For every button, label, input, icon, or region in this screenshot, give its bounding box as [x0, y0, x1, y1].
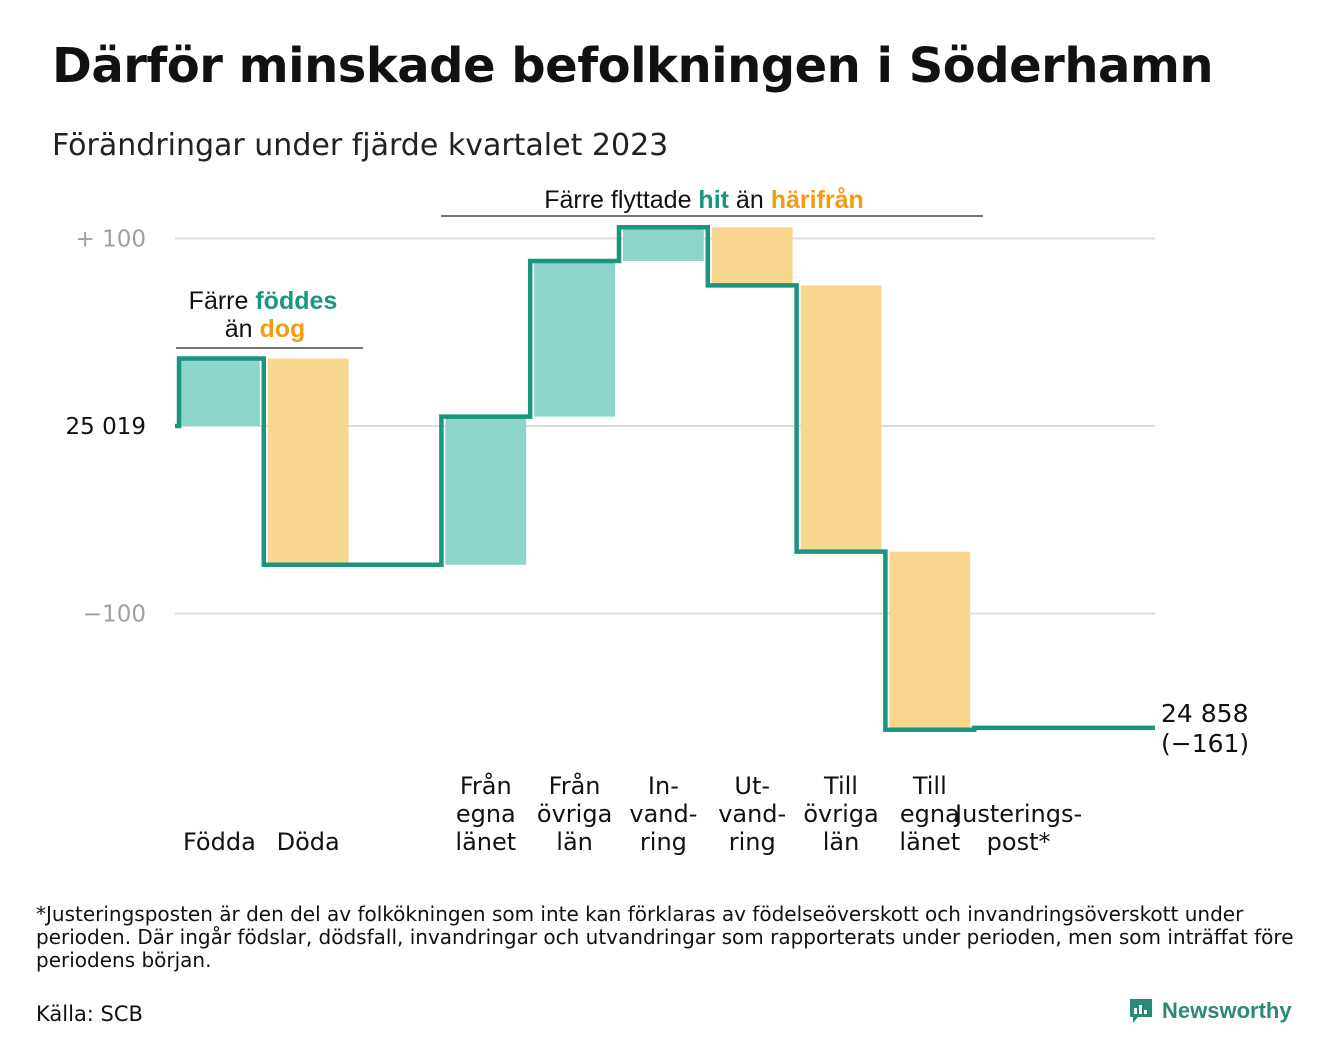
x-tick-label: länet	[455, 828, 516, 856]
y-tick-label: −100	[83, 602, 146, 628]
end-change-label: (−161)	[1161, 729, 1249, 758]
x-tick-label: vand-	[718, 800, 786, 828]
chart-subtitle: Förändringar under fjärde kvartalet 2023	[52, 128, 669, 163]
annotation-text-part: dog	[253, 315, 306, 343]
x-tick-label: ring	[640, 828, 687, 856]
bar-Från övriga län	[534, 261, 615, 417]
annotation-migration: Färre flyttade hit än härifrån	[544, 186, 864, 214]
annotation-text-part: Färre	[189, 287, 249, 315]
y-axis-labels: + 100 25 019 −100	[66, 227, 146, 628]
newsworthy-logo-icon	[1130, 999, 1152, 1023]
x-tick-label: post*	[987, 828, 1051, 856]
step-line	[175, 225, 1155, 732]
x-tick-label: egna	[900, 800, 960, 828]
x-tick-label: Döda	[277, 828, 340, 856]
x-tick-label: länet	[899, 828, 960, 856]
y-tick-label: + 100	[76, 227, 146, 253]
x-tick-label: Från	[460, 771, 512, 800]
x-tick-label: Ut-	[734, 772, 770, 800]
x-tick-label: län	[556, 828, 593, 856]
bar-Från egna länet	[445, 416, 527, 565]
brand: Newsworthy	[1128, 997, 1292, 1025]
footnote: *Justeringsposten är den del av folkökni…	[36, 902, 1294, 972]
bar-Invandring	[623, 227, 704, 261]
source-label: Källa: SCB	[36, 1002, 143, 1026]
x-tick-label: Från	[549, 771, 601, 800]
x-tick-label: In-	[648, 772, 679, 800]
end-labels: 24 858(−161)	[1161, 699, 1249, 758]
bars	[179, 227, 971, 730]
x-tick-label: vand-	[629, 800, 697, 828]
step-line-path	[175, 225, 1155, 732]
x-tick-label: övriga	[537, 800, 612, 828]
annotation-text-part: än	[225, 315, 253, 343]
x-tick-label: övriga	[803, 800, 878, 828]
annotation-births-line1: Färre föddes	[189, 287, 338, 315]
x-tick-label: Justerings-	[953, 800, 1082, 828]
annotation-births-line2: än dog	[225, 315, 306, 343]
annotation-text-part: än	[729, 186, 764, 214]
bar-Döda	[267, 358, 349, 565]
bar-Till egna länet	[889, 551, 971, 730]
bar-Födda	[179, 358, 260, 426]
end-value-label: 24 858	[1161, 699, 1248, 728]
x-tick-label: ring	[729, 828, 776, 856]
bar-Utvandring	[711, 227, 793, 286]
x-tick-label: egna	[456, 800, 516, 828]
y-tick-label: 25 019	[66, 414, 146, 440]
chart-title: Därför minskade befolkningen i Söderhamn	[52, 38, 1214, 94]
x-axis-labels: Födda DödaFrånegnalänetFrånövrigalänIn-va…	[183, 771, 1082, 856]
x-tick-label: Till	[912, 772, 947, 800]
bar-Till övriga län	[800, 285, 882, 552]
annotation-text-part: hit	[691, 186, 729, 214]
annotation-text-part: föddes	[248, 287, 337, 315]
x-tick-label: Födda	[183, 828, 256, 856]
annotation-text-part: Färre flyttade	[544, 186, 691, 214]
annotation-text-part: härifrån	[764, 186, 864, 214]
brand-name: Newsworthy	[1162, 998, 1292, 1023]
x-tick-label: län	[823, 828, 860, 856]
x-tick-label: Till	[823, 772, 858, 800]
